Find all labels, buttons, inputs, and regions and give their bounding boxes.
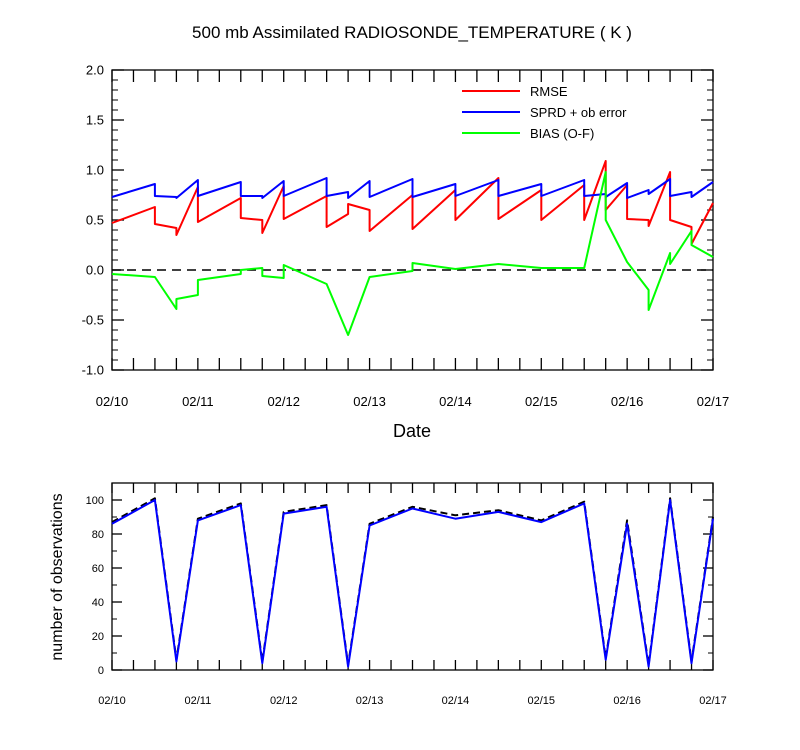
top-x-tick-label: 02/15 [525,394,558,409]
top-x-tick-label: 02/16 [611,394,644,409]
top-y-tick-label: 0.5 [86,213,104,228]
bottom-y-tick-label: 80 [92,529,104,541]
bottom-x-tick-label: 02/13 [356,695,384,707]
top-plot-area: 02/10 02/11 02/12 02/13 02/14 02/15 02/16 02/17… [82,63,730,409]
bottom-y-axis-label: number of observations [49,493,66,660]
bottom-y-tick-label: 60 [92,563,104,575]
bottom-x-tick-label: 02/16 [613,695,641,707]
top-x-axis-label: Date [393,421,431,441]
bottom-x-tick-label: 02/11 [184,695,211,707]
bottom-series-1-line [111,499,714,668]
top-sprd-ob-error-line [111,177,714,199]
legend-label: RMSE [530,84,568,99]
top-x-tick-label: 02/13 [353,394,386,409]
top-y-tick-label: 1.0 [86,163,104,178]
bottom-x-tick-label: 02/14 [442,695,470,707]
top-y-tick-label: 2.0 [86,63,104,78]
bottom-x-tick-label: 02/15 [528,695,556,707]
top-x-tick-label: 02/11 [182,394,214,409]
bottom-y-tick-label: 0 [98,665,104,677]
bottom-x-tick-label: 02/10 [98,695,126,707]
bottom-x-tick-label: 02/12 [270,695,298,707]
legend-label: SPRD + ob error [530,105,627,120]
top-y-tick-label: -1.0 [82,363,104,378]
top-x-tick-label: 02/10 [96,394,129,409]
top-y-tick-label: -0.5 [82,313,104,328]
top-x-tick-label: 02/12 [267,394,300,409]
chart-title: 500 mb Assimilated RADIOSONDE_TEMPERATUR… [192,23,632,42]
top-y-tick-label: 1.5 [86,113,104,128]
legend: RMSE SPRD + ob error BIAS (O-F) [462,84,627,141]
bottom-x-tick-label: 02/17 [699,695,727,707]
top-x-tick-label: 02/14 [439,394,472,409]
legend-label: BIAS (O-F) [530,126,594,141]
bottom-plot-area: 02/10 02/11 02/12 02/13 02/14 02/15 02/16 02/17… [86,482,727,707]
top-y-tick-label: 0.0 [86,263,104,278]
bottom-y-tick-label: 20 [92,631,104,643]
top-bias-o-f-line [111,171,714,336]
bottom-y-tick-label: 100 [86,495,104,507]
bottom-series-0-line [111,497,714,666]
top-rmse-line [111,160,714,245]
top-x-tick-label: 02/17 [697,394,730,409]
bottom-frame [111,482,714,671]
bottom-y-tick-label: 40 [92,597,104,609]
